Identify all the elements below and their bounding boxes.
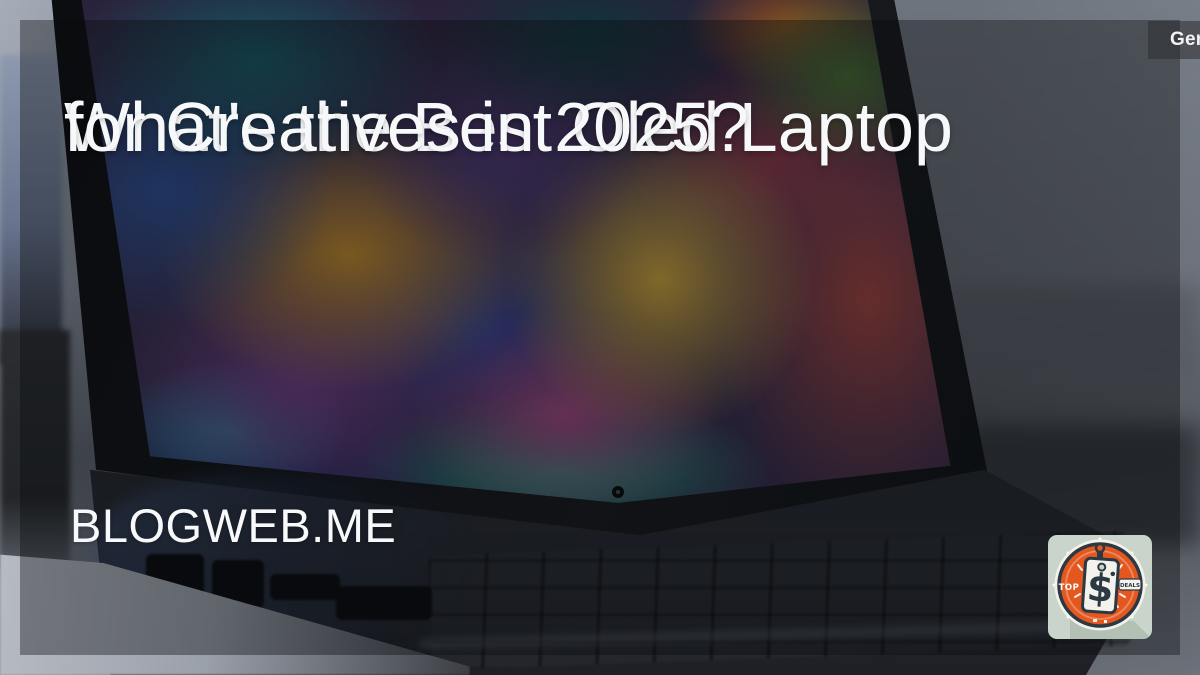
logo-dollar-text: $ <box>1086 565 1115 611</box>
top-deals-logo: $ TOP DEALS <box>1048 535 1152 639</box>
logo-deals-text: DEALS <box>1120 583 1140 589</box>
background-left-blue-blur <box>0 55 62 365</box>
laptop-port <box>336 586 432 620</box>
background-left-dark-blur <box>0 330 70 570</box>
dark-overlay <box>20 20 1180 655</box>
logo-top-text: TOP <box>1059 583 1080 593</box>
watermark-label: Generated by FlashPost.app <box>1170 29 1200 50</box>
site-name: BLOGWEB.ME <box>70 499 397 552</box>
title-line-1: What's the Best Oled Laptop <box>64 88 953 166</box>
watermark-badge: Generated by FlashPost.app <box>1148 21 1200 59</box>
laptop-port <box>270 574 340 600</box>
price-tag-icon: $ TOP DEALS <box>1052 537 1152 639</box>
webcam-dot <box>612 486 624 498</box>
title-line-2: for Creatives in 2025? <box>64 88 749 166</box>
background-right-band <box>950 285 1200 380</box>
